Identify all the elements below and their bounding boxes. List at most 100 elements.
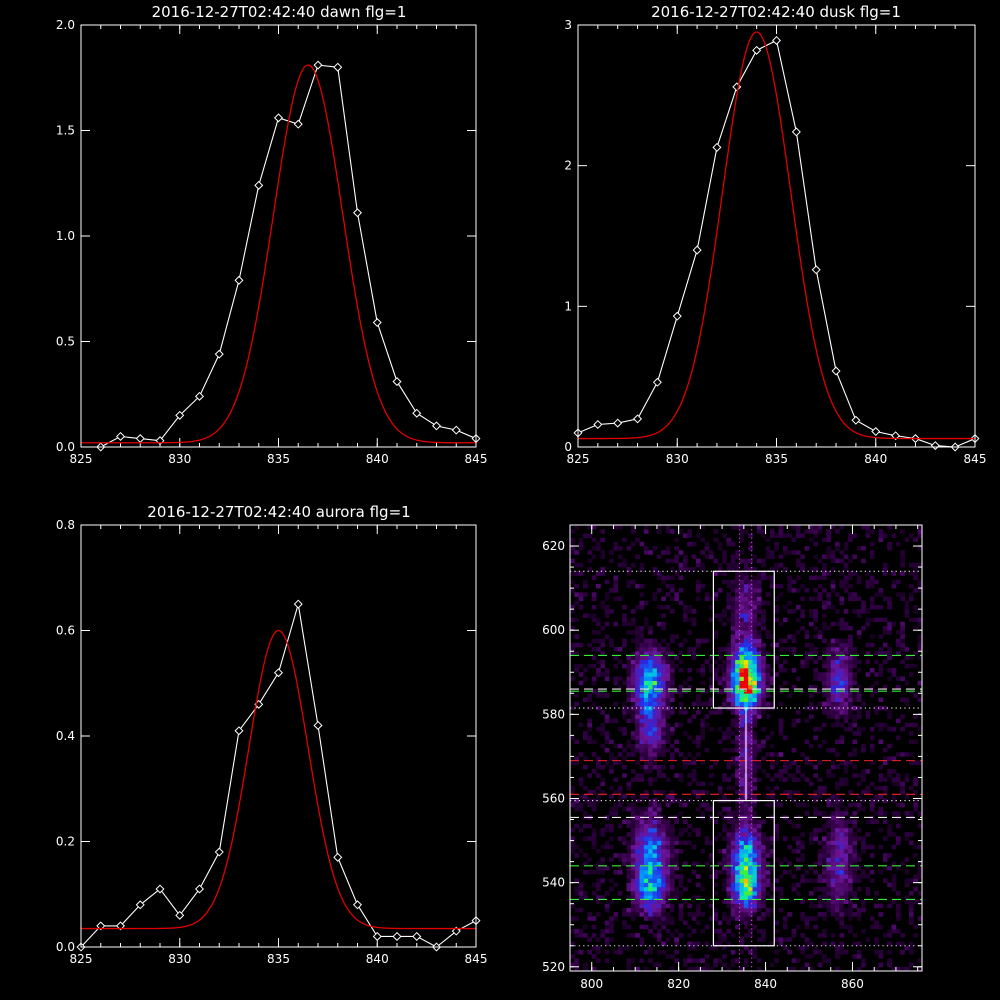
heatmap-cell (830, 802, 836, 808)
heatmap-cell (674, 655, 679, 660)
heatmap-cell (852, 895, 858, 900)
heatmap-cell (739, 903, 745, 909)
heatmap-cell (817, 529, 823, 534)
heatmap-cell (835, 752, 840, 757)
heatmap-cell (752, 567, 758, 572)
heatmap-cell (600, 529, 606, 534)
heatmap-cell (617, 802, 623, 808)
heatmap-cell (856, 726, 862, 732)
heatmap-cell (639, 693, 645, 698)
heatmap-cell (856, 886, 862, 892)
heatmap-cell (722, 836, 727, 841)
selection-box (712, 570, 775, 709)
heatmap-cell (661, 621, 666, 627)
heatmap-cell (682, 613, 688, 618)
heatmap-cell (787, 949, 792, 955)
heatmap-cell (713, 659, 719, 665)
heatmap-cell (682, 886, 688, 892)
heatmap-cell (913, 844, 918, 850)
heatmap-cell (743, 920, 749, 926)
heatmap-cell (735, 676, 740, 681)
heatmap-cell (913, 693, 918, 698)
heatmap-cell (748, 819, 753, 825)
heatmap-cell (604, 941, 610, 947)
heatmap-cell (822, 739, 827, 745)
heatmap-cell (904, 613, 910, 618)
heatmap-cell (852, 836, 858, 841)
heatmap-cell (752, 714, 758, 719)
heatmap-cell (682, 920, 688, 926)
heatmap-cell (735, 689, 740, 694)
heatmap-cell (648, 701, 653, 707)
heatmap-cell (656, 655, 662, 660)
heatmap-cell (848, 916, 853, 921)
heatmap-cell (730, 844, 736, 850)
heatmap-cell (917, 529, 923, 534)
heatmap-cell (839, 705, 845, 711)
heatmap-cell (648, 899, 653, 904)
heatmap-cell (795, 588, 801, 593)
heatmap-cell (704, 546, 710, 551)
heatmap-cell (822, 785, 827, 791)
heatmap-cell (726, 811, 732, 816)
heatmap-cell (826, 798, 832, 803)
heatmap-cell (639, 676, 645, 681)
heatmap-cell (809, 596, 814, 602)
heatmap-cell (570, 546, 575, 551)
heatmap-cell (643, 853, 649, 858)
heatmap-cell (800, 966, 805, 972)
heatmap-cell (713, 558, 719, 564)
heatmap-cell (809, 966, 814, 972)
heatmap-cell (587, 726, 593, 732)
heatmap-cell (735, 554, 740, 559)
heatmap-cell (761, 668, 766, 673)
heatmap-cell (643, 748, 649, 753)
heatmap-cell (887, 928, 892, 934)
heatmap-cell (587, 857, 593, 862)
heatmap-cell (835, 840, 840, 846)
heatmap-cell (600, 895, 606, 900)
heatmap-cell (648, 722, 653, 728)
heatmap-cell (687, 533, 692, 538)
heatmap-cell (726, 701, 732, 707)
heatmap-cell (678, 701, 684, 707)
heatmap-cell (600, 550, 606, 555)
heatmap-cell (726, 827, 732, 833)
heatmap-cell (630, 668, 636, 673)
heatmap-cell (682, 840, 688, 846)
heatmap-cell (669, 857, 675, 862)
heatmap-cell (791, 647, 797, 652)
heatmap-cell (839, 823, 845, 829)
heatmap-cell (839, 819, 845, 825)
heatmap-cell (756, 848, 762, 854)
heatmap-cell (835, 785, 840, 791)
heatmap-cell (587, 735, 593, 740)
heatmap-cell (656, 748, 662, 753)
heatmap-cell (635, 874, 640, 879)
heatmap-cell (574, 760, 579, 766)
heatmap-cell (570, 558, 575, 564)
heatmap-cell (682, 562, 688, 568)
heatmap-cell (709, 903, 714, 909)
heatmap-cell (661, 848, 666, 854)
heatmap-cell (761, 617, 766, 623)
heatmap-cell (809, 941, 814, 947)
heatmap-cell (665, 550, 671, 555)
heatmap-cell (604, 823, 610, 829)
heatmap-cell (804, 870, 810, 875)
heatmap-cell (748, 718, 753, 724)
heatmap-cell (583, 962, 588, 968)
heatmap-cell (704, 701, 710, 707)
heatmap-cell (735, 760, 740, 766)
heatmap-cell (782, 760, 788, 766)
heatmap-cell (887, 769, 892, 774)
heatmap-cell (882, 777, 888, 782)
heatmap-cell (800, 663, 805, 669)
heatmap-cell (596, 621, 601, 627)
heatmap-cell (700, 781, 706, 787)
heatmap-cell (609, 609, 614, 614)
heatmap-cell (769, 895, 775, 900)
heatmap-cell (709, 865, 714, 871)
heatmap-cell (874, 924, 879, 930)
heatmap-cell (639, 827, 645, 833)
